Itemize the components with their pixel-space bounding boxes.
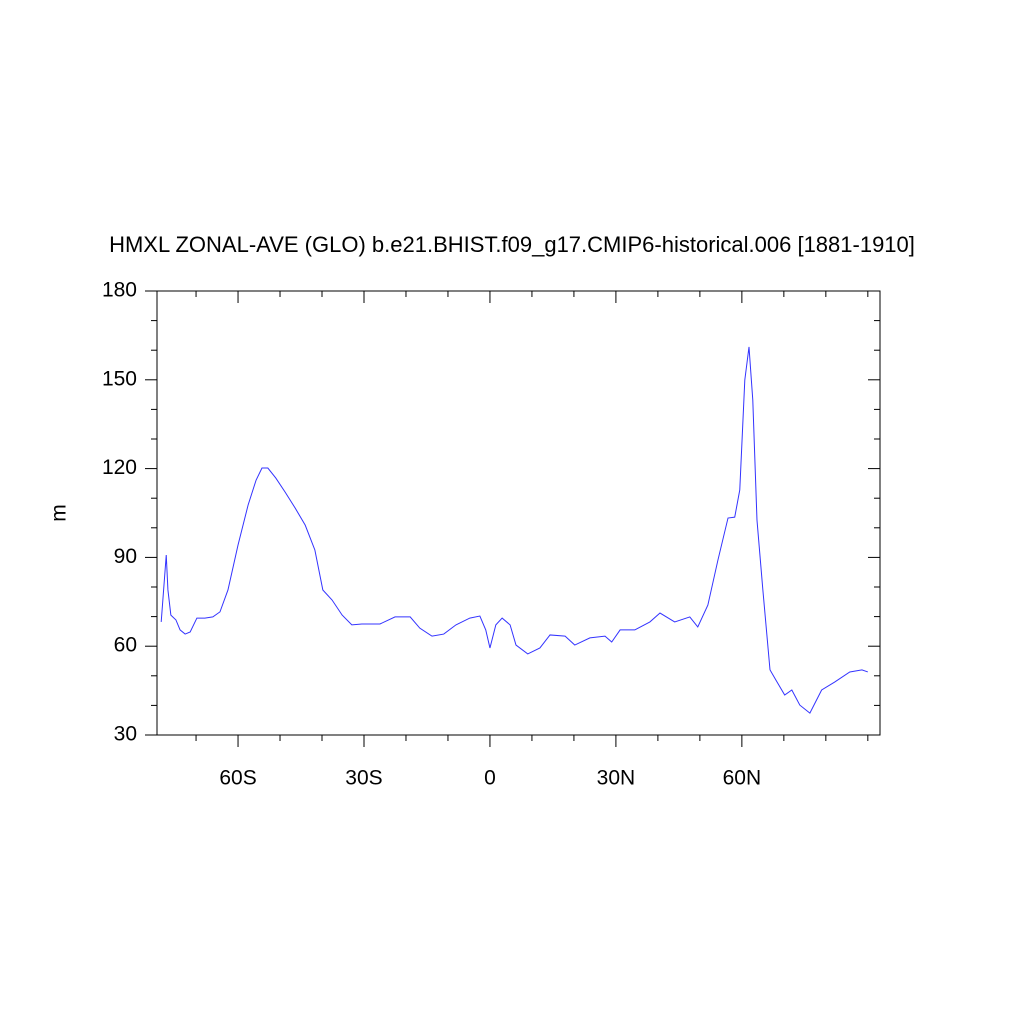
chart-title: HMXL ZONAL-AVE (GLO) b.e21.BHIST.f09_g17… — [109, 232, 915, 257]
x-tick-label: 0 — [484, 767, 496, 790]
x-tick-label: 60N — [723, 767, 762, 790]
y-tick-label: 90 — [114, 545, 137, 568]
x-tick-label: 30S — [345, 767, 382, 790]
y-tick-label: 60 — [114, 634, 137, 657]
y-tick-label: 120 — [102, 456, 137, 479]
y-tick-label: 180 — [102, 279, 137, 302]
x-tick-label: 30N — [597, 767, 636, 790]
data-line — [160, 346, 868, 714]
plot-frame — [156, 290, 881, 736]
y-tick-label: 150 — [102, 367, 137, 390]
y-axis-label: m — [48, 504, 71, 522]
x-tick-label: 60S — [219, 767, 256, 790]
y-tick-label: 30 — [114, 723, 137, 746]
